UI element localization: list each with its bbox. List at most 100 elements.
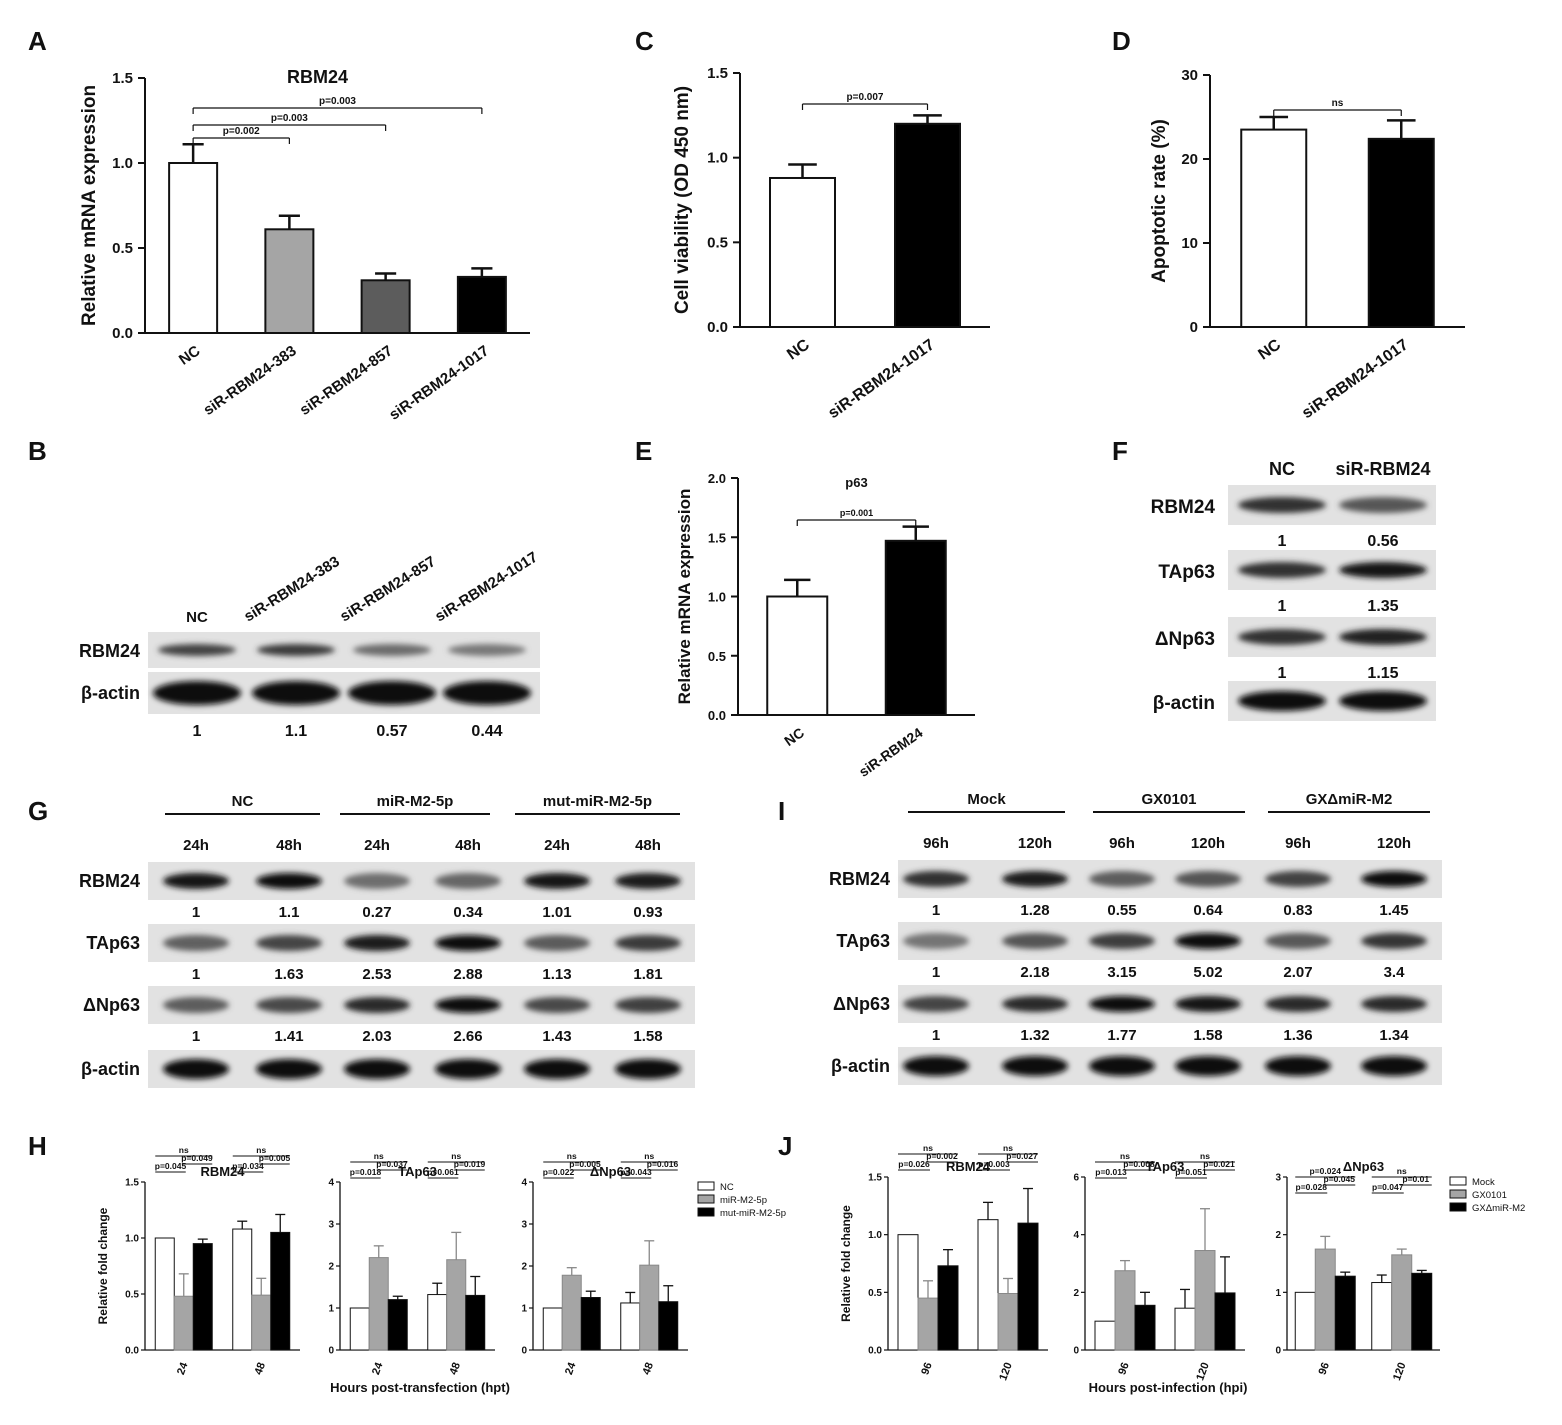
category-label: siR-RBM24-1017 bbox=[825, 336, 938, 422]
bar-GXΔmiR-M2 bbox=[1017, 1222, 1039, 1351]
p-value-label: p=0.027 bbox=[1006, 1151, 1038, 1161]
blot-band bbox=[1175, 1056, 1241, 1076]
blot-row-label: β-actin bbox=[831, 1056, 890, 1076]
h-x-axis-label: Hours post-transfection (hpt) bbox=[330, 1380, 510, 1395]
bar bbox=[1240, 128, 1308, 328]
bar-GXΔmiR-M2 bbox=[1134, 1304, 1156, 1351]
y-tick-label: 2 bbox=[521, 1262, 527, 1273]
chart-H1: 0.0 0.5 1.0 1.5 Relative fold change RBM24 24 n… bbox=[96, 1145, 300, 1377]
p-value-label: p=0.045 bbox=[155, 1161, 187, 1171]
category-label: 96 bbox=[1116, 1361, 1131, 1377]
group-label: NC bbox=[232, 793, 254, 810]
p-value-label: p=0.007 bbox=[847, 92, 884, 103]
blot-band bbox=[1265, 871, 1331, 887]
blot-row-label: TAp63 bbox=[836, 931, 890, 951]
blot-band bbox=[1339, 691, 1427, 711]
blot-band bbox=[344, 1059, 410, 1079]
chart-title: TAp63 bbox=[1146, 1159, 1185, 1174]
bar-GX0101 bbox=[1391, 1254, 1413, 1351]
category-label: 48 bbox=[448, 1361, 463, 1377]
blot-band bbox=[1238, 629, 1326, 645]
p-value-label: p=0.01 bbox=[1402, 1174, 1429, 1184]
blot-band bbox=[348, 681, 436, 705]
legends-layer: NC miR-M2-5p mut-miR-M2-5p Mock GX0101 GXΔmiR… bbox=[697, 1176, 1525, 1219]
quant-value: 1.77 bbox=[1107, 1027, 1136, 1044]
p-value-label: ns bbox=[567, 1151, 577, 1161]
blot-row-label: β-actin bbox=[81, 1059, 140, 1079]
blot-i-row-3 bbox=[898, 1047, 1442, 1085]
time-label: 24h bbox=[544, 837, 570, 854]
quant-value: 2.07 bbox=[1283, 964, 1312, 981]
quant-value: 2.03 bbox=[362, 1028, 391, 1045]
band-row-1 bbox=[1228, 550, 1436, 590]
blot-band bbox=[435, 1059, 501, 1079]
bar-Mock bbox=[1371, 1282, 1393, 1351]
y-axis-label: Relative fold change bbox=[96, 1207, 110, 1324]
bar-NC bbox=[620, 1302, 641, 1351]
band-row-rbm24 bbox=[148, 632, 540, 668]
quant-value: 0.27 bbox=[362, 904, 391, 921]
blot-g-row-1 bbox=[148, 924, 695, 962]
y-tick-label: 0.5 bbox=[868, 1288, 882, 1299]
blots-layer: NC siR-RBM24-383siR-RBM24-857siR-RBM24-10… bbox=[79, 459, 1442, 1088]
legend-label: NC bbox=[720, 1182, 734, 1193]
bar-GX0101 bbox=[1194, 1250, 1216, 1351]
blot-band bbox=[524, 1059, 590, 1079]
lane-label: siR-RBM24-1017 bbox=[432, 549, 541, 626]
quant-value: 1 bbox=[193, 723, 202, 740]
y-tick-label: 1.5 bbox=[125, 1178, 139, 1189]
lane-label: siR-RBM24 bbox=[1335, 459, 1430, 479]
bar-Mock bbox=[977, 1219, 999, 1351]
p-value-label: p=0.001 bbox=[840, 508, 873, 518]
blot-g-row-3 bbox=[148, 1050, 695, 1088]
category-label: siR-RBM24-383 bbox=[200, 342, 299, 419]
bar bbox=[168, 162, 219, 334]
blot-band bbox=[903, 1056, 969, 1076]
bar-GX0101 bbox=[1314, 1248, 1336, 1351]
y-tick-label: 0 bbox=[328, 1346, 334, 1357]
p-value-label: p=0.034 bbox=[232, 1161, 264, 1171]
blot-band bbox=[524, 873, 590, 889]
legend-swatch bbox=[697, 1181, 715, 1191]
blot-band bbox=[1175, 871, 1241, 887]
category-label: 120 bbox=[1391, 1361, 1409, 1382]
bar-Mock bbox=[897, 1234, 919, 1351]
group-label: mut-miR-M2-5p bbox=[543, 793, 652, 810]
blot-band bbox=[256, 1059, 322, 1079]
lane-label: siR-RBM24-383 bbox=[241, 553, 343, 625]
blot-i-row-2 bbox=[898, 985, 1442, 1023]
y-tick-label: 0 bbox=[1073, 1346, 1079, 1357]
p-value-label: p=0.047 bbox=[1372, 1182, 1404, 1192]
bar-miR-M2-5p bbox=[173, 1295, 194, 1351]
blot-band bbox=[1002, 1056, 1068, 1076]
category-label: 24 bbox=[175, 1360, 191, 1376]
bar-mut-miR-M2-5p bbox=[580, 1297, 601, 1351]
blot-band bbox=[435, 873, 501, 889]
panel-label-h: H bbox=[28, 1131, 47, 1161]
quant-value: 1 bbox=[192, 966, 200, 983]
group-label: Mock bbox=[967, 791, 1006, 808]
blot-band bbox=[1265, 933, 1331, 949]
blot-band bbox=[1238, 562, 1326, 578]
blot-band bbox=[1002, 933, 1068, 949]
blot-band bbox=[153, 681, 241, 705]
blot-band bbox=[1361, 933, 1427, 949]
bar-miR-M2-5p bbox=[561, 1274, 582, 1351]
y-axis-label: Relative mRNA expression bbox=[79, 85, 100, 326]
y-tick-label: 1.0 bbox=[112, 155, 133, 172]
blot-band bbox=[158, 644, 236, 656]
blot-g-row-2 bbox=[148, 986, 695, 1024]
band-row-3 bbox=[1228, 681, 1436, 721]
blot-band bbox=[1265, 996, 1331, 1012]
p-value-label: p=0.028 bbox=[1296, 1182, 1328, 1192]
quant-value: 1.45 bbox=[1379, 902, 1408, 919]
time-label: 96h bbox=[1109, 835, 1135, 852]
panel-label-e: E bbox=[635, 436, 652, 466]
y-tick-label: 10 bbox=[1181, 235, 1198, 252]
lane-label: NC bbox=[186, 609, 208, 626]
y-tick-label: 1 bbox=[521, 1304, 527, 1315]
legend-swatch bbox=[1449, 1189, 1467, 1199]
blot-band bbox=[256, 873, 322, 889]
p-value-label: p=0.051 bbox=[1175, 1167, 1207, 1177]
